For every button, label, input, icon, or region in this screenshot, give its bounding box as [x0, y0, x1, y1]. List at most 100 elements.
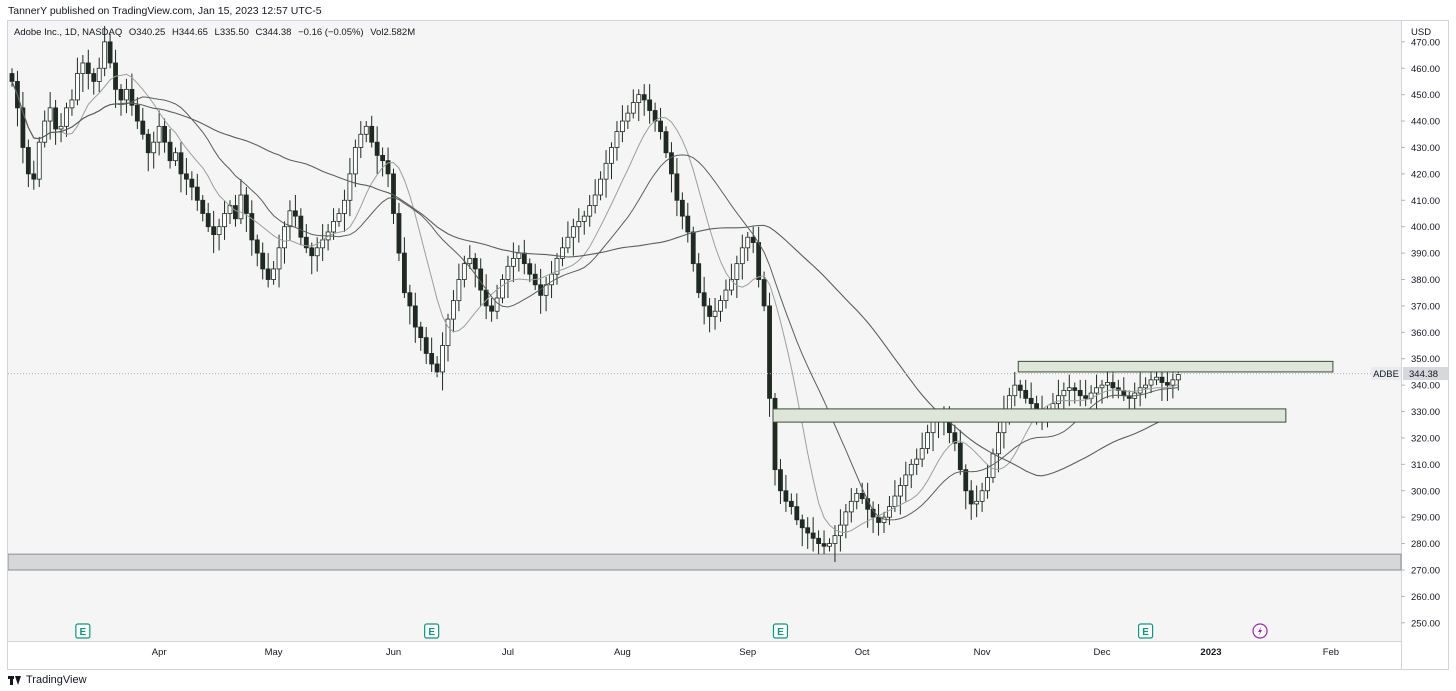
- candle-body[interactable]: [254, 239, 260, 254]
- candle-body[interactable]: [271, 268, 277, 280]
- candle-body[interactable]: [521, 252, 527, 265]
- candle-body[interactable]: [467, 257, 473, 265]
- candle-body[interactable]: [489, 305, 495, 312]
- candle-body[interactable]: [140, 120, 146, 135]
- candle-body[interactable]: [91, 73, 97, 82]
- earnings-e-icon[interactable]: [772, 623, 789, 639]
- candle-body[interactable]: [80, 62, 86, 74]
- candle-body[interactable]: [952, 432, 958, 444]
- candle-body[interactable]: [739, 247, 745, 265]
- candle-body[interactable]: [696, 263, 702, 294]
- candle-body[interactable]: [418, 326, 424, 339]
- candle-body[interactable]: [794, 506, 800, 521]
- candle-body[interactable]: [1072, 387, 1078, 391]
- candle-body[interactable]: [134, 104, 140, 122]
- candle-body[interactable]: [968, 490, 974, 505]
- candle-body[interactable]: [609, 147, 614, 164]
- candle-body[interactable]: [592, 194, 598, 206]
- candle-body[interactable]: [914, 458, 920, 465]
- candle-body[interactable]: [647, 99, 653, 111]
- candle-body[interactable]: [423, 337, 429, 354]
- candle-body[interactable]: [429, 353, 435, 365]
- candle-body[interactable]: [985, 477, 990, 492]
- candle-body[interactable]: [669, 152, 674, 175]
- candle-body[interactable]: [908, 463, 914, 476]
- candle-body[interactable]: [903, 474, 909, 486]
- candle-body[interactable]: [461, 263, 467, 280]
- candle-body[interactable]: [96, 67, 102, 82]
- candle-body[interactable]: [1099, 384, 1105, 389]
- candle-body[interactable]: [216, 226, 222, 236]
- candle-body[interactable]: [816, 537, 821, 544]
- candle-body[interactable]: [183, 173, 189, 180]
- candle-body[interactable]: [723, 289, 729, 302]
- candle-body[interactable]: [549, 273, 554, 286]
- candle-body[interactable]: [887, 506, 892, 518]
- candle-body[interactable]: [412, 305, 418, 328]
- candle-body[interactable]: [603, 162, 609, 180]
- candle-body[interactable]: [701, 292, 707, 307]
- candle-body[interactable]: [260, 252, 266, 270]
- candle-body[interactable]: [1094, 387, 1099, 394]
- candle-body[interactable]: [9, 73, 15, 82]
- candle-body[interactable]: [636, 94, 642, 103]
- candle-body[interactable]: [838, 524, 843, 537]
- candle-body[interactable]: [674, 173, 680, 201]
- candle-body[interactable]: [788, 500, 794, 508]
- candle-body[interactable]: [527, 263, 533, 275]
- candle-body[interactable]: [369, 125, 375, 143]
- candle-body[interactable]: [821, 543, 827, 547]
- candle-body[interactable]: [843, 511, 849, 526]
- candle-body[interactable]: [282, 226, 287, 249]
- plot-area[interactable]: [8, 21, 1401, 641]
- candle-body[interactable]: [641, 94, 647, 101]
- candle-body[interactable]: [331, 221, 336, 233]
- earnings-e-icon[interactable]: [75, 623, 91, 639]
- candle-body[interactable]: [919, 448, 925, 460]
- candle-body[interactable]: [892, 495, 898, 508]
- candle-body[interactable]: [718, 300, 723, 312]
- candle-body[interactable]: [1023, 390, 1029, 399]
- candle-body[interactable]: [554, 257, 560, 275]
- candle-body[interactable]: [974, 500, 980, 505]
- price-axis[interactable]: [1401, 21, 1448, 669]
- candle-body[interactable]: [1061, 390, 1067, 397]
- candle-body[interactable]: [581, 215, 587, 222]
- candle-body[interactable]: [1077, 390, 1083, 397]
- candle-body[interactable]: [1165, 382, 1170, 386]
- candle-body[interactable]: [1105, 382, 1110, 386]
- candle-body[interactable]: [810, 532, 816, 539]
- candle-body[interactable]: [827, 543, 832, 547]
- candle-body[interactable]: [380, 154, 386, 162]
- candle-body[interactable]: [799, 519, 805, 529]
- candle-body[interactable]: [456, 279, 462, 302]
- candle-body[interactable]: [238, 194, 244, 220]
- candle-body[interactable]: [205, 213, 211, 228]
- candle-body[interactable]: [630, 102, 636, 114]
- candle-body[interactable]: [189, 178, 195, 188]
- candle-body[interactable]: [243, 194, 249, 214]
- candle-body[interactable]: [658, 120, 663, 133]
- candle-body[interactable]: [930, 421, 936, 434]
- candle-body[interactable]: [85, 62, 91, 74]
- candle-body[interactable]: [576, 221, 582, 228]
- candle-body[interactable]: [750, 236, 756, 243]
- candle-body[interactable]: [374, 141, 380, 156]
- candle-body[interactable]: [778, 469, 783, 492]
- candle-body[interactable]: [854, 493, 860, 502]
- candle-body[interactable]: [451, 300, 456, 320]
- candle-body[interactable]: [516, 252, 522, 259]
- candle-body[interactable]: [156, 125, 162, 143]
- candle-body[interactable]: [211, 226, 217, 236]
- candle-body[interactable]: [53, 107, 58, 130]
- candle-body[interactable]: [162, 125, 168, 143]
- candle-body[interactable]: [805, 527, 811, 534]
- candle-body[interactable]: [1066, 387, 1072, 391]
- candle-body[interactable]: [75, 73, 80, 101]
- candle-body[interactable]: [129, 88, 135, 106]
- candle-body[interactable]: [1034, 403, 1039, 410]
- candle-body[interactable]: [107, 41, 113, 64]
- candle-body[interactable]: [979, 490, 985, 502]
- candle-body[interactable]: [1159, 376, 1165, 383]
- candle-body[interactable]: [707, 305, 712, 317]
